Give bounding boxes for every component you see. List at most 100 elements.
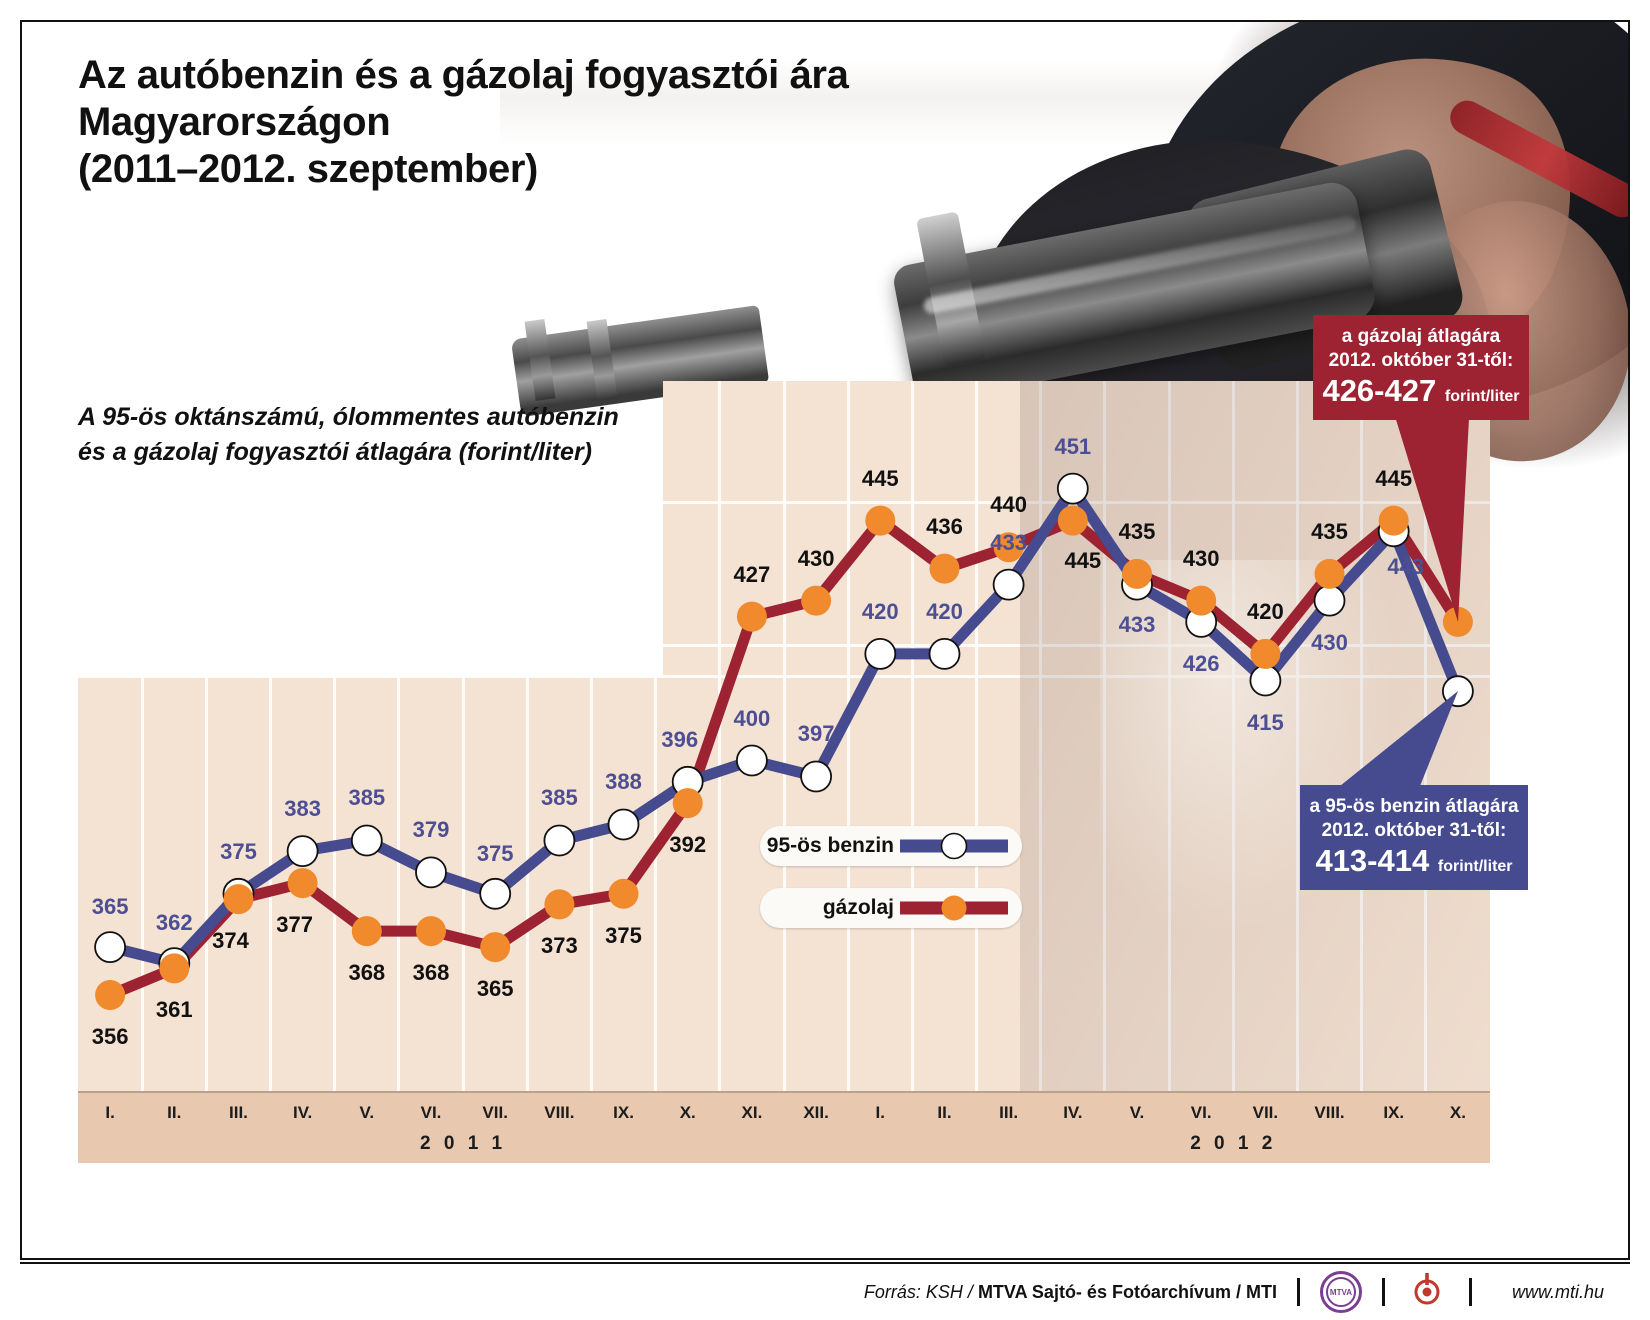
data-label-gazolaj: 430 [797, 545, 835, 571]
legend-item-benzin[interactable]: 95-ös benzin [760, 826, 1022, 866]
subtitle-line-2: és a gázolaj fogyasztói átlagára (forint… [78, 437, 593, 466]
chart-legend: 95-ös benzin gázolaj [760, 826, 1022, 950]
chart-subtitle: A 95-ös oktánszámú, ólommentes autóbenzi… [78, 400, 678, 469]
x-axis-tick: I. [105, 1103, 115, 1122]
data-label-gazolaj: 445 [1064, 547, 1102, 573]
x-axis-tick: XI. [741, 1103, 763, 1122]
x-axis-tick: IX. [613, 1103, 634, 1122]
title-line-2: Magyarországon [78, 100, 391, 145]
x-axis-tick: XII. [803, 1103, 829, 1122]
data-label-benzin: 362 [155, 910, 193, 936]
data-label-benzin: 396 [661, 726, 699, 752]
x-axis-tick: X. [679, 1103, 696, 1122]
data-label-gazolaj: 430 [1182, 545, 1220, 571]
data-label-benzin: 433 [990, 529, 1027, 555]
x-axis-year-label: 2 0 1 1 [420, 1133, 507, 1154]
subtitle-line-1: A 95-ös oktánszámú, ólommentes autóbenzi… [78, 403, 619, 431]
x-axis-tick: IV. [293, 1103, 313, 1122]
x-axis: I. II. III. IV. V. VI. VII. VIII. IX. X. XI. XII. I.… [78, 1091, 1490, 1163]
footer-divider [20, 1262, 1630, 1264]
title-line-3: (2011–2012. szeptember) [78, 147, 538, 192]
footer-separator-3 [1468, 1278, 1472, 1306]
data-label-benzin: 420 [861, 598, 899, 624]
legend-label-benzin: 95-ös benzin [766, 834, 894, 857]
data-label-gazolaj: 435 [1118, 518, 1156, 544]
data-label-benzin: 375 [220, 838, 257, 864]
x-axis-tick: V. [1129, 1103, 1145, 1122]
data-label-gazolaj: 368 [412, 960, 450, 986]
data-label-benzin: 385 [541, 785, 578, 811]
callout-gazolaj: a gázolaj átlagára 2012. október 31-től:… [1313, 315, 1529, 421]
data-label-benzin: 420 [926, 598, 963, 624]
x-axis-year-label: 2 0 1 2 [1190, 1133, 1277, 1154]
x-axis-tick: VI. [420, 1103, 442, 1122]
data-label-gazolaj: 361 [155, 997, 193, 1023]
data-label-gazolaj: 368 [348, 960, 386, 986]
data-label-benzin: 375 [476, 840, 514, 866]
data-label-gazolaj: 445 [1375, 465, 1413, 491]
data-label-gazolaj: 436 [926, 513, 963, 539]
callout-gazolaj-unit: forint/liter [1444, 387, 1520, 405]
legend-label-gazolaj: gázolaj [822, 896, 894, 919]
legend-swatch-gazolaj [898, 888, 1010, 928]
data-label-gazolaj: 435 [1311, 518, 1348, 544]
data-label-benzin: 433 [1118, 611, 1156, 637]
callout-gazolaj-line2: 2012. október 31-től: [1328, 349, 1514, 371]
data-label-benzin: 385 [348, 785, 386, 811]
source-prefix: Forrás: KSH / [863, 1281, 978, 1302]
x-axis-tick: VI. [1190, 1103, 1212, 1122]
data-label-gazolaj: 420 [1247, 598, 1284, 624]
data-label-gazolaj: 365 [476, 976, 514, 1002]
footer: Forrás: KSH / MTVA Sajtó- és Fotóarchívu… [20, 1266, 1630, 1318]
legend-swatch-benzin [898, 826, 1010, 866]
source-credit: Forrás: KSH / MTVA Sajtó- és Fotóarchívu… [864, 1282, 1277, 1303]
x-axis-tick: IX. [1383, 1103, 1405, 1122]
x-axis-tick: X. [1449, 1103, 1466, 1122]
x-axis-tick: III. [229, 1103, 248, 1122]
data-label-gazolaj: 373 [541, 933, 578, 959]
x-axis-tick: VIII. [544, 1103, 575, 1122]
callout-benzin-unit: forint/liter [1437, 857, 1513, 875]
title-line-1: Az autóbenzin és a gázolaj fogyasztói ár… [78, 53, 849, 97]
x-axis-tick: VIII. [1314, 1103, 1345, 1122]
footer-separator-2 [1381, 1278, 1385, 1306]
callout-benzin: a 95-ös benzin átlagára 2012. október 31… [1300, 785, 1528, 891]
data-label-gazolaj: 375 [605, 922, 642, 948]
data-label-benzin: 383 [284, 796, 321, 822]
x-axis-tick: VII. [482, 1103, 508, 1122]
legend-item-gazolaj[interactable]: gázolaj [760, 888, 1022, 928]
x-axis-tick: III. [999, 1103, 1019, 1122]
data-label-benzin: 451 [1054, 433, 1092, 459]
mtva-logo-icon: MTVA [1319, 1271, 1362, 1313]
data-label-gazolaj: 427 [733, 561, 771, 587]
data-label-gazolaj: 356 [91, 1024, 129, 1050]
plot-area-upper-extension [663, 381, 1490, 677]
x-axis-tick: VII. [1252, 1103, 1279, 1122]
data-label-benzin: 415 [1247, 709, 1284, 735]
x-axis-tick: II. [167, 1103, 182, 1122]
data-label-gazolaj: 392 [669, 832, 707, 858]
x-axis-tick: I. [875, 1103, 885, 1122]
callout-benzin-line1: a 95-ös benzin átlagára [1309, 796, 1519, 817]
data-label-gazolaj: 445 [861, 465, 899, 491]
x-axis-tick: IV. [1063, 1103, 1083, 1122]
source-bold: MTVA Sajtó- és Fotóarchívum / MTI [977, 1281, 1277, 1302]
callout-gazolaj-value: 426-427 [1322, 372, 1437, 408]
data-label-benzin: 400 [733, 705, 771, 731]
x-axis-tick: V. [359, 1103, 375, 1122]
data-label-benzin: 426 [1182, 650, 1220, 676]
callout-gazolaj-line1: a gázolaj átlagára [1341, 326, 1501, 347]
callout-benzin-line2: 2012. október 31-től: [1321, 819, 1507, 841]
data-label-benzin: 443 [1387, 554, 1425, 580]
x-axis-tick: II. [937, 1103, 952, 1122]
website-url: www.mti.hu [1511, 1281, 1604, 1302]
data-label-gazolaj: 374 [212, 928, 249, 954]
data-label-benzin: 365 [91, 894, 129, 920]
mti-logo-icon [1405, 1271, 1449, 1313]
data-label-gazolaj: 440 [990, 492, 1027, 518]
mtva-logo-text: MTVA [1325, 1277, 1356, 1307]
data-label-benzin: 379 [412, 817, 450, 843]
data-label-benzin: 388 [605, 769, 642, 795]
data-label-gazolaj: 377 [276, 912, 313, 938]
